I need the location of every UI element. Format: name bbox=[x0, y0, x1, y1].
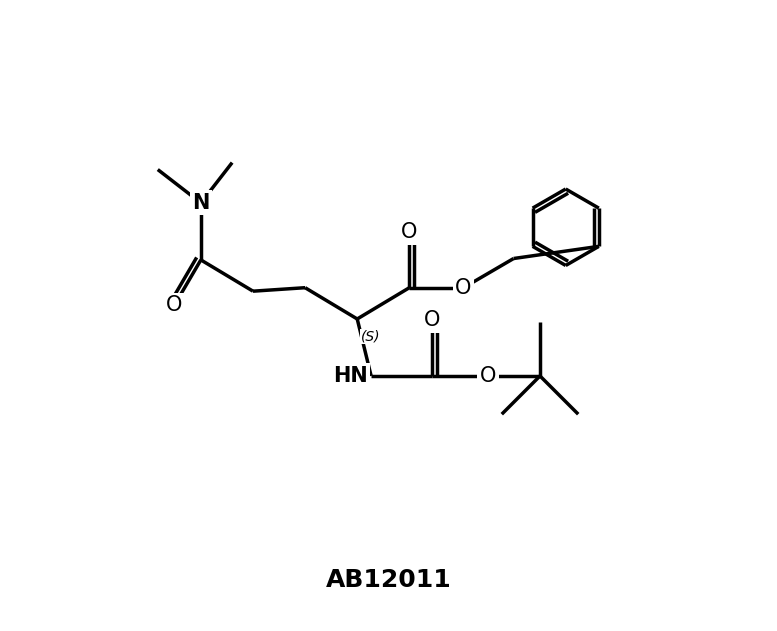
Text: AB12011: AB12011 bbox=[326, 567, 451, 592]
Text: (S): (S) bbox=[361, 329, 380, 343]
Text: O: O bbox=[401, 222, 417, 242]
Text: O: O bbox=[479, 366, 496, 386]
Text: O: O bbox=[455, 278, 472, 298]
Text: N: N bbox=[192, 193, 210, 213]
Text: O: O bbox=[166, 295, 183, 315]
Text: O: O bbox=[424, 310, 441, 331]
Text: HN: HN bbox=[333, 366, 368, 386]
